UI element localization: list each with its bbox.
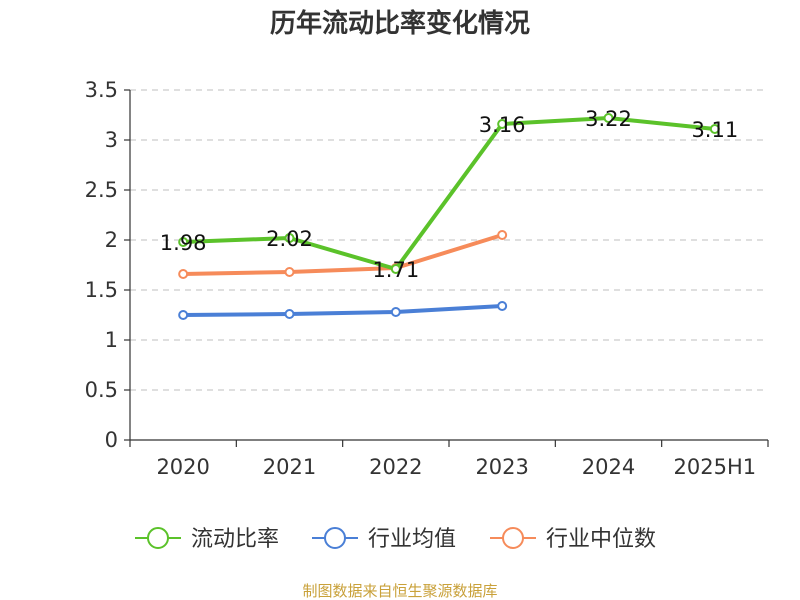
axes: 0 0.5 1 1.5 2 2.5 3 3.5 2020 2021 2022 2023 2024 2025… <box>85 78 769 479</box>
data-label: 1.71 <box>372 258 419 282</box>
y-tick-label: 0.5 <box>85 378 118 402</box>
data-point <box>178 237 189 247</box>
source-note: 制图数据来自恒生聚源数据库 <box>302 582 497 600</box>
y-tick-label: 2 <box>105 228 118 252</box>
y-tick-label: 3.5 <box>85 78 118 102</box>
data-point <box>284 267 295 277</box>
y-tick-label: 3 <box>105 128 118 152</box>
y-tick-label: 1 <box>105 328 118 352</box>
x-tick-label: 2022 <box>369 455 422 479</box>
data-point <box>709 124 720 134</box>
x-tick-label: 2025H1 <box>674 455 757 479</box>
y-tick-label: 2.5 <box>85 178 118 202</box>
legend-label: 行业中位数 <box>546 527 656 552</box>
legend-marker <box>324 527 346 549</box>
series-line <box>183 304 503 317</box>
legend-marker <box>147 527 169 549</box>
data-point <box>284 309 295 319</box>
data-labels: 1.98 2.02 1.71 3.16 3.22 3.11 <box>160 107 738 282</box>
series-layer <box>178 113 720 320</box>
series-line <box>183 233 503 276</box>
data-label: 3.16 <box>479 113 526 137</box>
legend-marker <box>502 527 524 549</box>
data-point <box>284 233 295 243</box>
x-tick-label: 2023 <box>475 455 528 479</box>
series-line <box>183 116 716 271</box>
data-point <box>390 307 401 317</box>
x-tick-label: 2024 <box>582 455 635 479</box>
legend-label: 行业均值 <box>368 527 456 552</box>
data-point <box>178 310 189 320</box>
data-label: 3.22 <box>585 107 632 131</box>
data-point <box>390 264 401 274</box>
y-tick-label: 0 <box>105 428 118 452</box>
data-point <box>497 119 508 129</box>
x-tick-label: 2020 <box>156 455 209 479</box>
data-point <box>497 230 508 240</box>
x-tick-label: 2021 <box>263 455 316 479</box>
data-label: 3.11 <box>691 118 738 142</box>
grid-lines <box>130 89 768 391</box>
legend-label: 流动比率 <box>191 527 279 552</box>
legend: 流动比率 行业均值 行业中位数 <box>135 527 656 552</box>
data-label: 2.02 <box>266 227 313 251</box>
data-point <box>178 269 189 279</box>
y-tick-label: 1.5 <box>85 278 118 302</box>
data-label: 1.98 <box>160 231 207 255</box>
data-point <box>497 301 508 311</box>
data-point <box>603 113 614 123</box>
chart-title: 历年流动比率变化情况 <box>270 8 530 39</box>
